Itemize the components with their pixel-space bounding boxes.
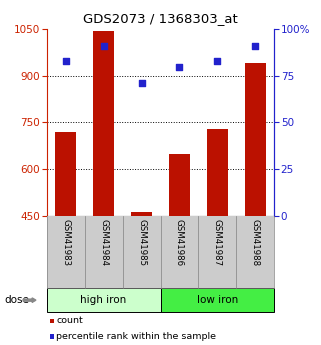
Text: count: count: [56, 316, 83, 325]
Point: [139, 81, 144, 86]
Text: GSM41985: GSM41985: [137, 219, 146, 266]
Point: [63, 58, 68, 64]
Bar: [131, 212, 152, 216]
Point: [177, 64, 182, 69]
Text: low iron: low iron: [197, 295, 238, 305]
Bar: [93, 31, 114, 216]
Text: GSM41986: GSM41986: [175, 219, 184, 266]
Point: [215, 58, 220, 64]
Text: GSM41984: GSM41984: [99, 219, 108, 266]
Text: high iron: high iron: [80, 295, 127, 305]
Point: [253, 43, 258, 49]
Bar: [169, 154, 190, 216]
Text: percentile rank within the sample: percentile rank within the sample: [56, 332, 216, 341]
Text: dose: dose: [4, 295, 29, 305]
Text: GDS2073 / 1368303_at: GDS2073 / 1368303_at: [83, 12, 238, 25]
Bar: [245, 63, 266, 216]
Bar: [207, 129, 228, 216]
Text: GSM41987: GSM41987: [213, 219, 222, 266]
Point: [101, 43, 106, 49]
Text: GSM41983: GSM41983: [61, 219, 70, 266]
Bar: [55, 132, 76, 216]
Text: GSM41988: GSM41988: [251, 219, 260, 266]
